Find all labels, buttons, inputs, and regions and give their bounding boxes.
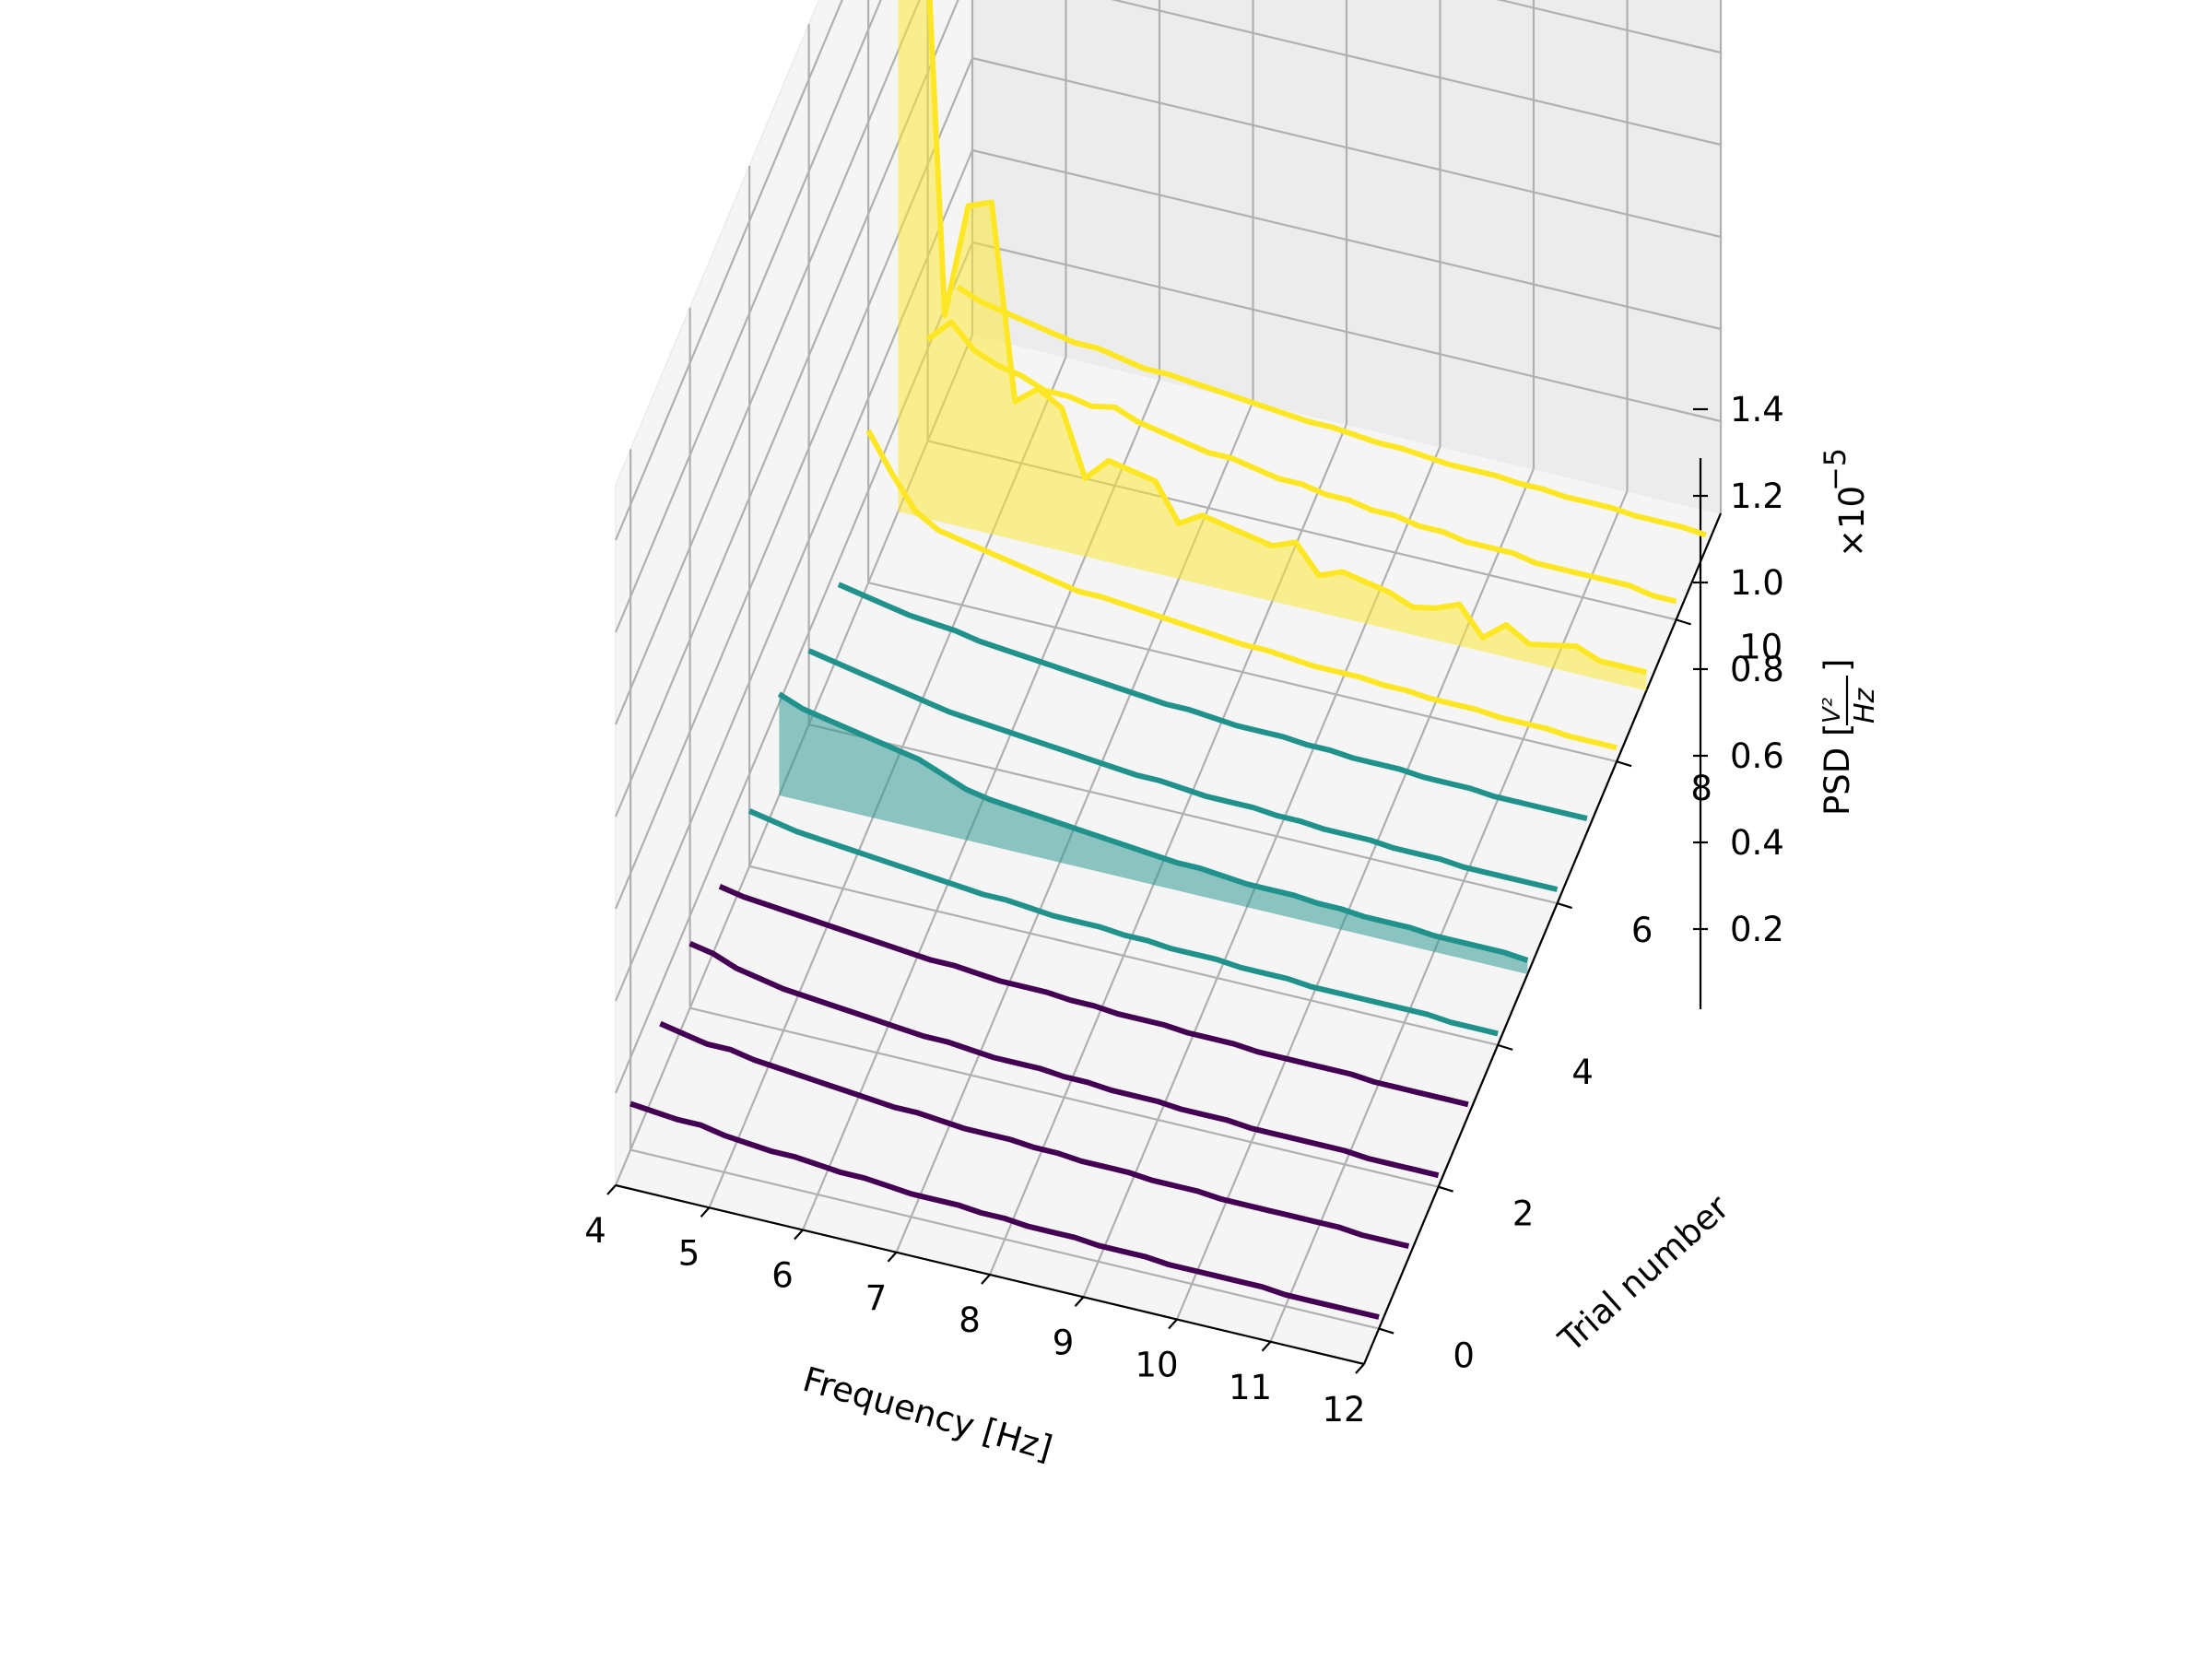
z-axis-multiplier: ×10 −5 <box>1818 448 1872 558</box>
z-axis-title-main: PSD [ <box>1818 724 1857 817</box>
back-grid-z <box>971 241 1722 423</box>
floor-grid-y <box>808 723 1558 905</box>
x-tick-label: 11 <box>1229 1368 1272 1407</box>
back-grid-z <box>1496 0 1722 54</box>
x-tick-mark <box>981 1274 991 1285</box>
series-line-trial-7 <box>837 582 1588 822</box>
z-tick-label: 0.6 <box>1730 736 1784 776</box>
floor-grid-y <box>867 582 1618 763</box>
floor-grid-y <box>689 1006 1439 1188</box>
z-tick-label: 0.4 <box>1730 823 1784 863</box>
x-tick-label: 12 <box>1322 1390 1365 1430</box>
series-fill-trial-5 <box>779 694 1528 974</box>
series-line-trial-9 <box>926 0 1648 676</box>
y-axis-line <box>1362 512 1723 1365</box>
axis-lines <box>606 407 1723 1374</box>
left-grid-z <box>614 0 843 541</box>
x-tick-label: 5 <box>678 1233 700 1273</box>
series-fill-trial-9 <box>898 0 1647 691</box>
series-line-trial-4 <box>747 808 1499 1037</box>
x-tick-mark <box>1355 1363 1365 1374</box>
x-tick-mark <box>1074 1296 1085 1307</box>
y-tick-mark <box>1378 1327 1394 1335</box>
z-tick-label: 1.2 <box>1730 477 1784 516</box>
x-tick-label: 10 <box>1135 1346 1178 1385</box>
series-line-trial-8 <box>865 429 1618 751</box>
series-layer <box>629 0 1707 1320</box>
y-tick-mark <box>1676 618 1691 626</box>
y-tick-label: 0 <box>1453 1336 1475 1376</box>
y-tick-mark <box>1497 1043 1513 1051</box>
y-tick-label: 2 <box>1512 1194 1535 1234</box>
z-axis-multiplier-base: ×10 <box>1832 486 1872 558</box>
z-tick-label: 0.2 <box>1730 910 1784 949</box>
z-tick-label: 0.8 <box>1730 650 1784 689</box>
series-line-trial-3 <box>718 884 1469 1108</box>
series-line-trial-11 <box>956 284 1707 538</box>
y-tick-mark <box>1438 1185 1453 1193</box>
back-grid-z <box>971 148 1722 331</box>
back-grid-z <box>1111 0 1722 147</box>
floor-grid-y <box>748 865 1499 1046</box>
x-tick-mark <box>1261 1341 1272 1352</box>
x-tick-label: 8 <box>959 1300 981 1340</box>
z-tick-label: 1.4 <box>1730 390 1784 429</box>
z-axis-title-close: ] <box>1818 659 1857 672</box>
floor-grid-x <box>1175 468 1535 1320</box>
x-tick-mark <box>887 1252 898 1263</box>
x-tick-label: 9 <box>1053 1323 1075 1362</box>
y-tick-label: 10 <box>1739 627 1783 666</box>
x-tick-label: 7 <box>865 1278 888 1318</box>
x-tick-mark <box>794 1229 804 1241</box>
z-axis-multiplier-exponent: −5 <box>1818 448 1853 491</box>
x-tick-mark <box>606 1184 617 1195</box>
y-tick-mark <box>1557 901 1572 910</box>
z-tick-label: 1.0 <box>1730 563 1784 603</box>
x-tick-mark <box>1168 1318 1178 1330</box>
y-axis-title: Trial number <box>1550 1187 1736 1360</box>
y-tick-label: 4 <box>1571 1053 1594 1092</box>
z-axis-title: PSD [ V² Hz ] <box>1818 659 1881 816</box>
series-line-trial-5 <box>777 691 1529 963</box>
y-tick-mark <box>1616 760 1632 768</box>
axis-panes <box>614 0 1723 1365</box>
x-tick-label: 6 <box>771 1256 794 1296</box>
series-line-trial-1 <box>659 1020 1410 1250</box>
series-line-trial-2 <box>688 940 1440 1179</box>
left-grid-z <box>614 0 882 633</box>
tick-labels: 4 5 6 7 8 9 10 11 12 0 2 4 6 8 10 0.2 0.4 0.6 0.8 1.0 1.2 1.4 <box>584 390 1784 1430</box>
series-line-trial-10 <box>925 319 1677 605</box>
z-axis-title-denominator: Hz <box>1849 687 1881 724</box>
x-tick-mark <box>700 1206 711 1218</box>
z-axis-title-numerator: V² <box>1818 698 1846 724</box>
x-tick-label: 4 <box>584 1211 606 1251</box>
series-line-trial-0 <box>629 1100 1380 1320</box>
x-axis-title: Frequency [Hz] <box>798 1359 1056 1468</box>
y-tick-label: 8 <box>1690 769 1712 808</box>
back-grid-z <box>971 56 1722 239</box>
floor-grid-x <box>1269 490 1629 1343</box>
floor-grid-y <box>629 1148 1380 1330</box>
y-tick-label: 6 <box>1631 911 1653 950</box>
series-line-trial-6 <box>807 648 1559 892</box>
